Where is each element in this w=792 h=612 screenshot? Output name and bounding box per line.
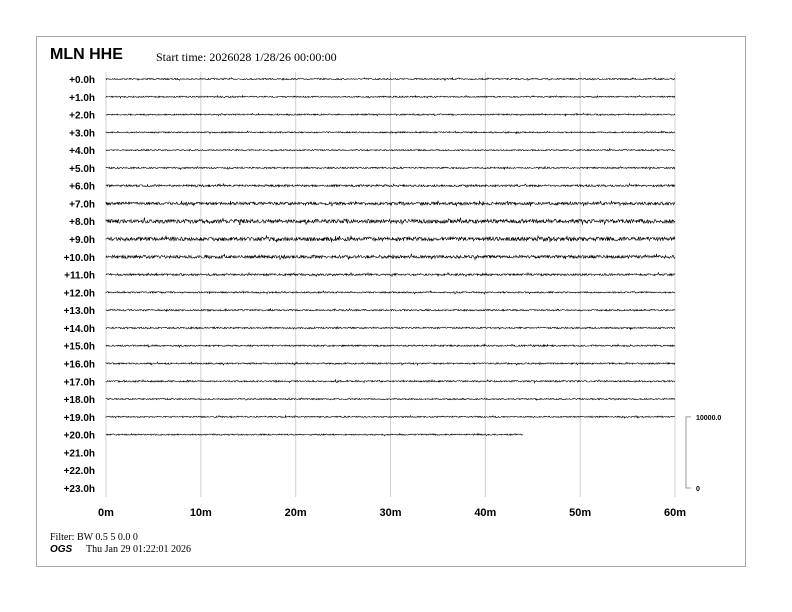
row-label: +21.0h — [64, 448, 95, 459]
seismic-trace — [106, 433, 523, 435]
row-label: +4.0h — [69, 146, 95, 157]
x-tick-label: 60m — [664, 507, 686, 519]
row-label: +6.0h — [69, 182, 95, 193]
row-label: +18.0h — [64, 395, 95, 406]
row-label: +17.0h — [64, 377, 95, 388]
x-tick-label: 40m — [474, 507, 496, 519]
scale-bar — [686, 417, 691, 488]
scale-top-label: 10000.0 — [696, 415, 721, 422]
row-label: +2.0h — [69, 111, 95, 122]
row-label: +0.0h — [69, 75, 95, 86]
row-label: +8.0h — [69, 217, 95, 228]
x-tick-label: 10m — [190, 507, 212, 519]
row-label: +20.0h — [64, 431, 95, 442]
row-label: +15.0h — [64, 342, 95, 353]
row-label: +22.0h — [64, 466, 95, 477]
row-label: +16.0h — [64, 359, 95, 370]
row-label: +3.0h — [69, 128, 95, 139]
helicorder-plot: 0m 10m 20m 30m 40m 50m 60m +0.0h +1.0h +2.0h +3.0h… — [0, 0, 792, 612]
row-label: +7.0h — [69, 199, 95, 210]
row-label: +14.0h — [64, 324, 95, 335]
row-label: +9.0h — [69, 235, 95, 246]
row-label: +13.0h — [64, 306, 95, 317]
row-label: +23.0h — [64, 484, 95, 495]
x-tick-label: 0m — [98, 507, 114, 519]
x-tick-label: 50m — [569, 507, 591, 519]
row-label: +5.0h — [69, 164, 95, 175]
row-label: +1.0h — [69, 93, 95, 104]
row-label: +12.0h — [64, 288, 95, 299]
row-label: +11.0h — [64, 271, 95, 282]
x-tick-label: 30m — [379, 507, 401, 519]
row-label: +10.0h — [64, 253, 95, 264]
x-tick-label: 20m — [285, 507, 307, 519]
row-label: +19.0h — [64, 413, 95, 424]
scale-bottom-label: 0 — [696, 486, 700, 493]
